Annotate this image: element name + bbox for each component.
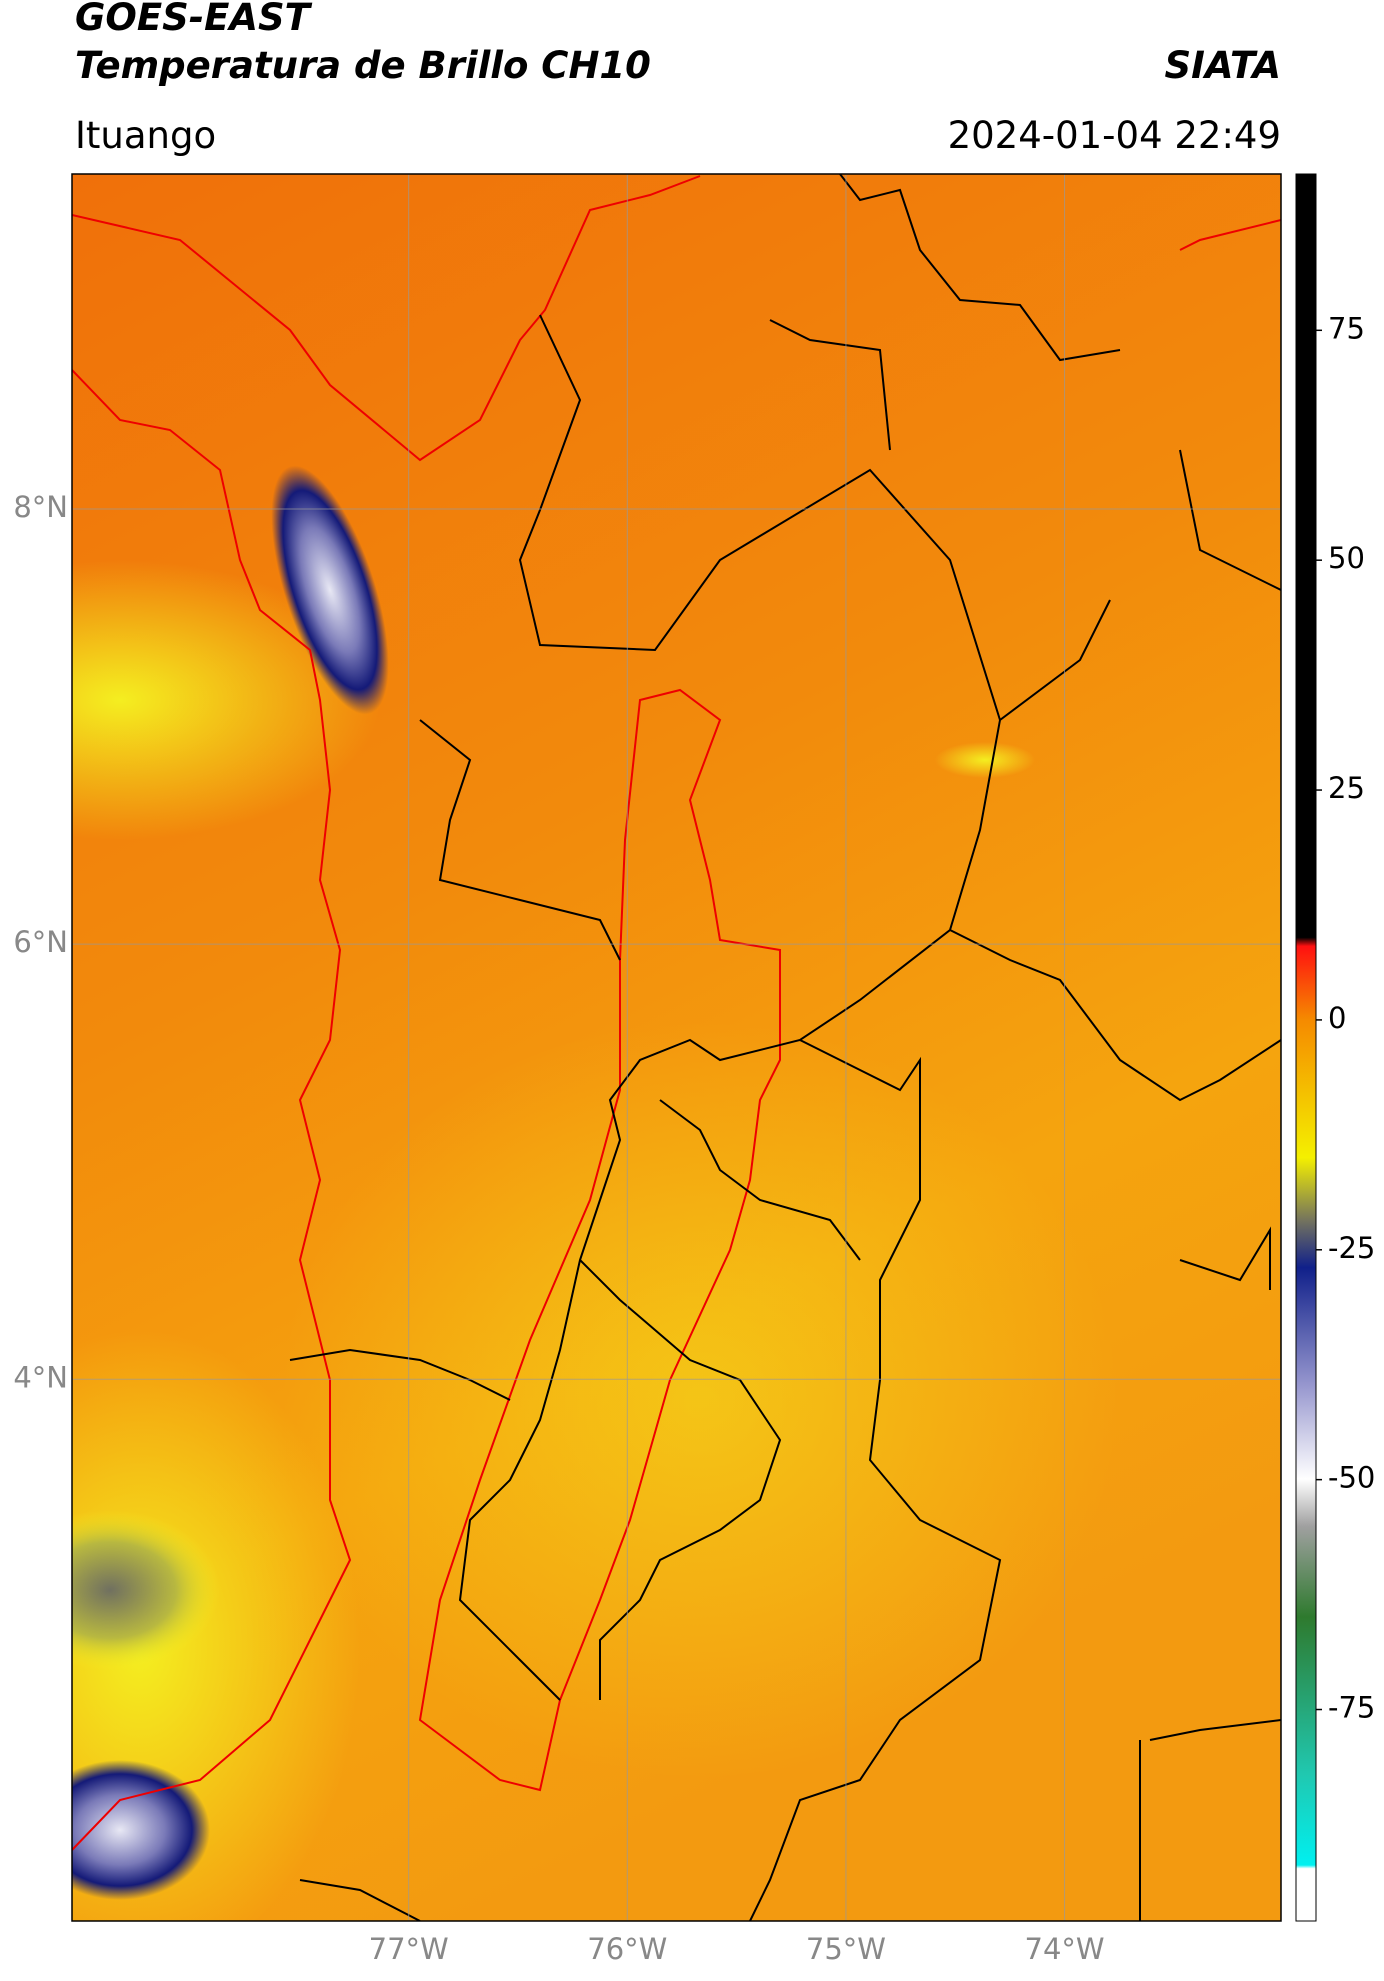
y-tick-label: 8°N [13,490,68,524]
y-tick-label: 6°N [13,925,68,959]
colorbar-tick-label: 50 [1328,541,1365,575]
colorbar-tick-label: 0 [1328,1001,1346,1035]
colorbar-tick-label: -50 [1328,1461,1375,1495]
x-tick-label: 74°W [1025,1932,1105,1966]
colorbar-tick-label: -25 [1328,1231,1375,1265]
map-frame [71,173,1282,1922]
coastline [72,175,1281,1851]
x-tick-label: 75°W [806,1932,886,1966]
colorbar-tick-label: -75 [1328,1691,1375,1725]
admin-borders [289,174,1281,1921]
subtitle: Temperatura de Brillo CH10 [75,44,651,87]
x-tick-label: 77°W [369,1932,449,1966]
map-image [72,174,1281,1921]
y-tick-label: 4°N [13,1360,68,1394]
colorbar-tick-label: 25 [1328,771,1365,805]
brand: SIATA [1164,44,1281,87]
colorbar-tick-label: 75 [1328,311,1365,345]
x-tick-label: 76°W [587,1932,667,1966]
location: Ituango [75,114,216,157]
river-basin [418,688,781,1792]
colorbar [1295,173,1317,1922]
datetime: 2024-01-04 22:49 [948,114,1281,157]
grid [72,174,1281,1921]
title: GOES-EAST [75,0,313,39]
